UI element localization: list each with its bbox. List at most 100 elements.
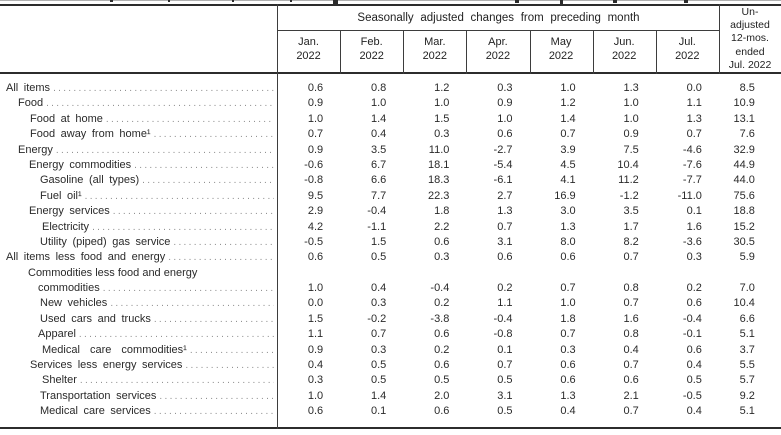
cell-value: -1.2 [619, 189, 639, 202]
row-label-cell: Medical care services...................… [0, 404, 277, 419]
month-column-divider [593, 30, 594, 74]
cell-value: 0.3 [307, 374, 324, 387]
cell-value: 0.2 [434, 343, 450, 356]
cell-value: 8.2 [623, 235, 639, 248]
row-label-cell: Electricity.............................… [0, 220, 277, 235]
row-label-cell: Services less energy services...........… [0, 358, 277, 373]
cell-value: 11.2 [618, 174, 639, 187]
cell-value: 0.8 [370, 82, 387, 94]
row-label: Utility (piped) gas service [40, 235, 171, 248]
month-header-cell: Jun. 2022 [593, 36, 656, 63]
dot-leader: ........................................… [110, 298, 274, 310]
cell-value: 18.1 [427, 158, 450, 171]
cell-unadjusted-value: 75.6 [733, 189, 755, 202]
cell-value: -6.1 [493, 174, 513, 187]
row-label: Commodities less food and energy [28, 266, 198, 279]
cell-value: 1.6 [623, 312, 639, 325]
cell-value: 0.1 [686, 205, 702, 218]
dot-leader: ........................................… [159, 390, 274, 402]
cell-value: 0.7 [497, 359, 513, 372]
cell-value: 0.4 [307, 359, 324, 372]
stub-column-divider [277, 4, 278, 429]
table-row: Commodities less food and energy commodit… [0, 266, 781, 297]
cell-value: 6.7 [370, 158, 387, 171]
dot-leader: ........................................… [46, 98, 274, 110]
row-label-cell: Gasoline (all types)....................… [0, 173, 277, 188]
dot-leader: ........................................… [55, 144, 274, 156]
cell-value: 0.6 [686, 297, 702, 310]
cell-value: 3.1 [497, 389, 513, 402]
cell-value: 0.6 [434, 405, 450, 418]
cell-value: 1.5 [434, 112, 450, 125]
month-header-cell: Jul. 2022 [656, 36, 719, 63]
cell-value: 0.6 [434, 359, 450, 372]
top-hairline [0, 0, 781, 1]
cell-unadjusted-value: 5.7 [739, 374, 755, 387]
table-row: New vehicles............................… [0, 296, 781, 311]
row-label: Food away from home¹ [30, 128, 151, 141]
cell-unadjusted-value: 5.1 [739, 328, 755, 341]
cell-unadjusted-value: 5.5 [739, 359, 755, 372]
cell-value: 1.3 [560, 389, 576, 402]
table-row: All items less food and energy..........… [0, 250, 781, 265]
table-row: Energy commodities......................… [0, 158, 781, 173]
month-label: Jan. [298, 36, 319, 48]
table-bottom-rule [0, 427, 781, 429]
cell-value: 11.0 [428, 143, 450, 156]
cell-value: 1.0 [307, 112, 324, 125]
month-label: Jul. [678, 36, 696, 48]
cell-value: 0.7 [623, 297, 639, 310]
cell-value: -7.7 [682, 174, 702, 187]
row-label: Shelter [42, 374, 77, 387]
table-row: Energy..................................… [0, 143, 781, 158]
dot-leader: ........................................… [173, 236, 274, 248]
cell-value: -0.1 [682, 328, 702, 341]
cell-unadjusted-value: 30.5 [733, 235, 755, 248]
row-label: Energy [18, 143, 53, 156]
row-label-cell: Apparel.................................… [0, 327, 277, 342]
dot-leader: ........................................… [78, 329, 274, 341]
cell-value: 1.0 [623, 112, 639, 125]
dot-leader: ........................................… [142, 175, 274, 187]
cell-value: 0.5 [497, 374, 513, 387]
cell-value: 0.4 [686, 359, 702, 372]
cell-value: -0.8 [304, 174, 324, 187]
row-label: Apparel [38, 328, 76, 341]
cell-value: 7.7 [370, 189, 387, 202]
table-row: Medical care commodities¹...............… [0, 343, 781, 358]
cell-value: 1.0 [497, 112, 513, 125]
table-row: Transportation services.................… [0, 389, 781, 404]
dot-leader: ........................................… [153, 129, 274, 141]
cell-value: 0.4 [686, 405, 702, 418]
month-label: Apr. [488, 36, 508, 48]
year-label: 2022 [675, 49, 700, 62]
cell-value: 1.2 [434, 82, 450, 94]
row-label-continued: commodities.............................… [28, 281, 277, 296]
cell-value: 1.4 [560, 112, 576, 125]
cell-value: 1.0 [560, 297, 576, 310]
dot-leader: ........................................… [168, 252, 274, 264]
cell-value: 9.5 [307, 189, 324, 202]
cell-value: 0.7 [686, 128, 702, 141]
unadjusted-header: Un-adjusted 12-mos. ended Jul. 2022 [719, 6, 781, 72]
cell-value: 0.5 [686, 374, 702, 387]
cell-value: -0.5 [682, 389, 702, 402]
cell-value: 1.1 [497, 297, 513, 310]
cell-value: 1.1 [307, 328, 324, 341]
cell-value: -0.6 [304, 158, 324, 171]
cell-value: 0.3 [560, 343, 576, 356]
cell-value: 0.3 [434, 128, 450, 141]
cell-value: -3.6 [682, 235, 702, 248]
cell-value: 1.0 [560, 82, 576, 94]
cell-value: 0.4 [370, 282, 387, 295]
cell-value: 0.4 [560, 405, 576, 418]
cell-value: 0.7 [497, 220, 513, 233]
cell-value: 0.6 [307, 82, 324, 94]
row-label: Services less energy services [30, 359, 183, 372]
cell-value: 1.0 [307, 282, 324, 295]
row-label: Transportation services [40, 389, 157, 402]
cell-value: 0.7 [560, 328, 576, 341]
cell-value: 1.3 [497, 205, 513, 218]
cell-value: -5.4 [493, 158, 513, 171]
cell-value: 0.3 [370, 297, 387, 310]
